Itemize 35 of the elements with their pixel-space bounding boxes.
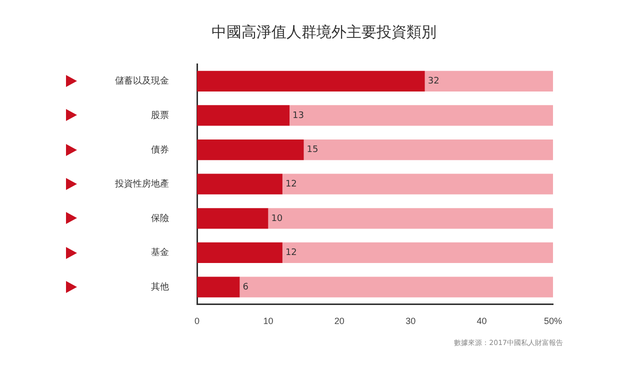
data-label: 12 [285,248,297,258]
x-tick-label: 40 [476,316,487,326]
bar [197,276,240,298]
y-tick-label: 保險 [151,212,169,223]
bar [197,208,268,229]
data-label: 15 [306,145,318,156]
x-tick-label: 20 [334,316,344,326]
bar [282,242,553,264]
bar [304,139,553,160]
bar [424,70,553,92]
data-label: 12 [285,179,297,190]
x-tick-label: 30 [406,316,416,326]
bar [282,174,553,194]
y-tick-label: 其他 [151,282,169,292]
chart-title: 中國高淨值人群境外主要投資類別 [212,24,436,42]
bar [197,70,425,92]
x-tick-label: 10 [263,316,274,326]
bar [197,174,282,194]
data-label: 13 [292,110,304,121]
y-tick-label: 儲蓄以及現金 [115,76,169,86]
bar [268,208,553,229]
data-label: 10 [271,214,283,224]
bar [197,105,290,126]
bar [290,105,553,126]
bar [240,276,553,298]
x-tick-label: 50% [544,316,562,326]
bar [197,139,304,160]
data-label: 6 [242,282,249,292]
x-tick-label: 0 [194,316,200,326]
y-tick-label: 基金 [151,247,169,258]
y-tick-label: 投資性房地產 [114,178,169,189]
y-tick-label: 債券 [151,144,169,154]
bar [197,242,282,264]
y-tick-label: 股票 [151,110,169,120]
data-label: 32 [428,76,440,86]
